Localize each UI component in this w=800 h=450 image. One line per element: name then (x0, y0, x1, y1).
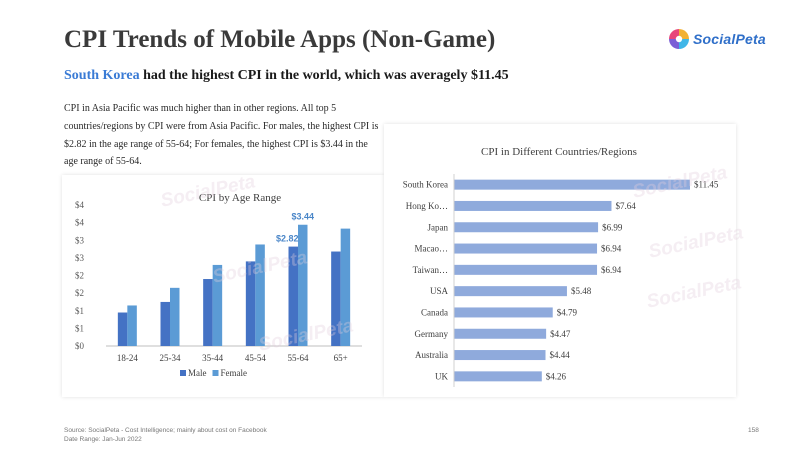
date-range-note: Date Range: Jan-Jun 2022 (64, 435, 142, 443)
category-label: Australia (415, 350, 448, 360)
category-label: Macao… (415, 244, 449, 254)
y-tick-label: $3 (75, 253, 85, 263)
legend-swatch-female (212, 370, 219, 376)
value-label: $4.47 (550, 329, 571, 339)
y-tick-label: $0 (75, 341, 85, 351)
socialpeta-logo: SocialPeta (668, 26, 772, 52)
logo-text: SocialPeta (693, 31, 766, 47)
value-label: $4.26 (546, 371, 567, 381)
bar-male (160, 301, 170, 346)
bar-female (127, 305, 137, 346)
country-cpi-chart: CPI in Different Countries/Regions South … (403, 146, 719, 387)
footer-source: Source: SocialPeta - Cost Intelligence; … (64, 427, 267, 444)
headline-text: had the highest CPI in the world, which … (139, 68, 509, 83)
category-label: Germany (415, 329, 449, 339)
legend-swatch-male (180, 370, 186, 376)
bar-male (288, 246, 298, 346)
data-label: $2.82 (276, 234, 299, 244)
category-label: Hong Ko… (406, 201, 448, 211)
x-tick-label: 45-54 (245, 353, 266, 363)
y-tick-label: $2 (75, 288, 84, 298)
value-label: $5.48 (571, 286, 592, 296)
x-tick-label: 35-44 (202, 353, 223, 363)
bar-male (331, 251, 341, 346)
category-label: UK (435, 371, 448, 381)
value-label: $6.94 (601, 244, 622, 254)
value-label: $4.44 (550, 350, 571, 360)
y-tick-label: $1 (75, 306, 84, 316)
bar-female (340, 228, 351, 346)
bar-female (170, 287, 180, 346)
bar-male (203, 279, 213, 346)
headline-highlight: South Korea (64, 68, 140, 83)
x-tick-label: 55-64 (288, 353, 309, 363)
category-label: South Korea (403, 180, 448, 190)
value-label: $6.99 (602, 222, 623, 232)
chart-title: CPI by Age Range (199, 192, 281, 204)
value-label: $6.94 (601, 265, 622, 275)
country-chart-panel: CPI in Different Countries/Regions South … (384, 124, 745, 397)
x-tick-label: 18-24 (117, 353, 138, 363)
country-bar (454, 200, 612, 211)
value-label: $7.64 (615, 201, 636, 211)
age-chart-panel: CPI by Age Range $0 $1 $1 $2 $2 $3 $3 $4 $4 18-24 2… (62, 171, 384, 397)
bar-female (212, 264, 223, 346)
country-bar (454, 264, 598, 275)
legend-label-female: Female (221, 368, 248, 378)
y-tick-label: $3 (75, 235, 85, 245)
description-paragraph: CPI in Asia Pacific was much higher than… (64, 103, 379, 168)
category-label: Canada (421, 307, 448, 317)
category-label: Taiwan… (413, 265, 448, 275)
source-note: Source: SocialPeta - Cost Intelligence; … (64, 427, 267, 434)
x-tick-label: 65+ (334, 353, 348, 363)
country-bar (454, 179, 690, 190)
bar-female (255, 244, 265, 346)
country-bar (454, 371, 542, 382)
y-tick-label: $4 (75, 200, 85, 210)
legend-label-male: Male (188, 368, 207, 378)
y-tick-label: $1 (75, 323, 84, 333)
country-bar (454, 307, 553, 318)
chart-title: CPI in Different Countries/Regions (481, 146, 637, 158)
headline-insight: South Korea had the highest CPI in the w… (64, 68, 509, 84)
y-tick-label: $4 (75, 218, 85, 228)
value-label: $11.45 (694, 180, 719, 190)
y-tick-label: $2 (75, 271, 84, 281)
slide-title: CPI Trends of Mobile Apps (Non-Game) (64, 26, 496, 53)
country-bar (454, 243, 598, 254)
bar-male (245, 261, 256, 346)
socialpeta-logo-icon (669, 29, 689, 49)
value-label: $4.79 (557, 307, 578, 317)
country-bar (454, 350, 546, 361)
category-label: Japan (428, 222, 449, 232)
data-label: $3.44 (291, 212, 314, 222)
country-bar (454, 286, 567, 297)
x-tick-label: 25-34 (160, 353, 181, 363)
country-bar (454, 222, 599, 233)
category-label: USA (430, 286, 449, 296)
bar-male (117, 312, 128, 346)
page-number: 158 (748, 427, 759, 434)
country-bar (454, 328, 547, 339)
bar-female (298, 224, 308, 346)
age-range-chart: CPI by Age Range $0 $1 $1 $2 $2 $3 $3 $4 $4 18-24 2… (75, 192, 362, 378)
